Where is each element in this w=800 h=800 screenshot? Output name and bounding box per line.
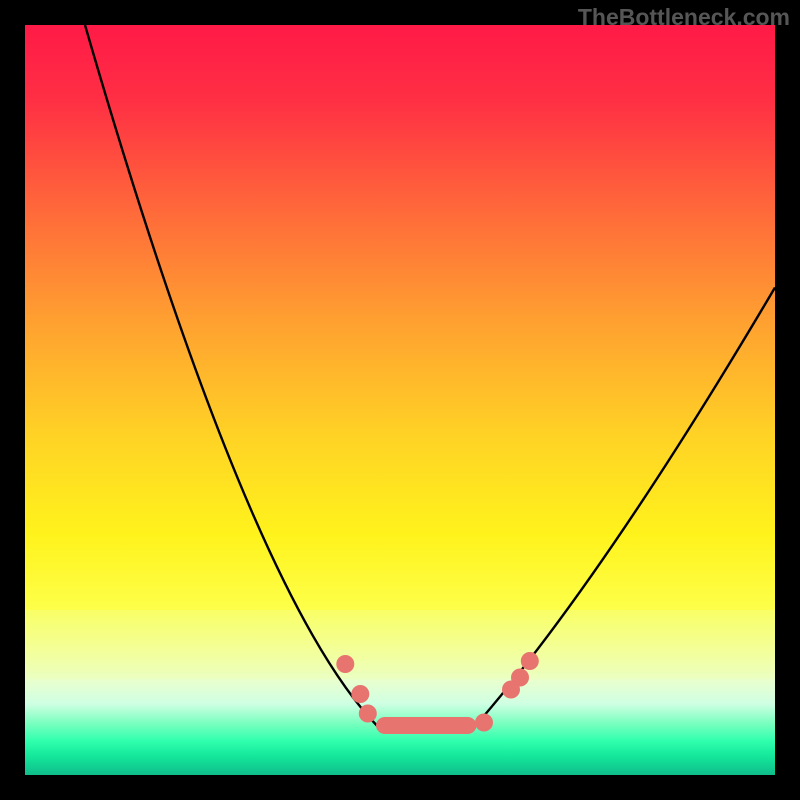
marker-dot	[511, 669, 529, 687]
marker-dot	[336, 655, 354, 673]
marker-dot	[351, 685, 369, 703]
chart-frame	[25, 25, 775, 775]
trough-highlight-band	[25, 610, 775, 679]
marker-dot	[521, 652, 539, 670]
marker-floor-band	[376, 717, 477, 734]
bottleneck-chart	[25, 25, 775, 775]
watermark-text: TheBottleneck.com	[578, 4, 790, 31]
marker-dot	[475, 714, 493, 732]
marker-dot	[359, 705, 377, 723]
